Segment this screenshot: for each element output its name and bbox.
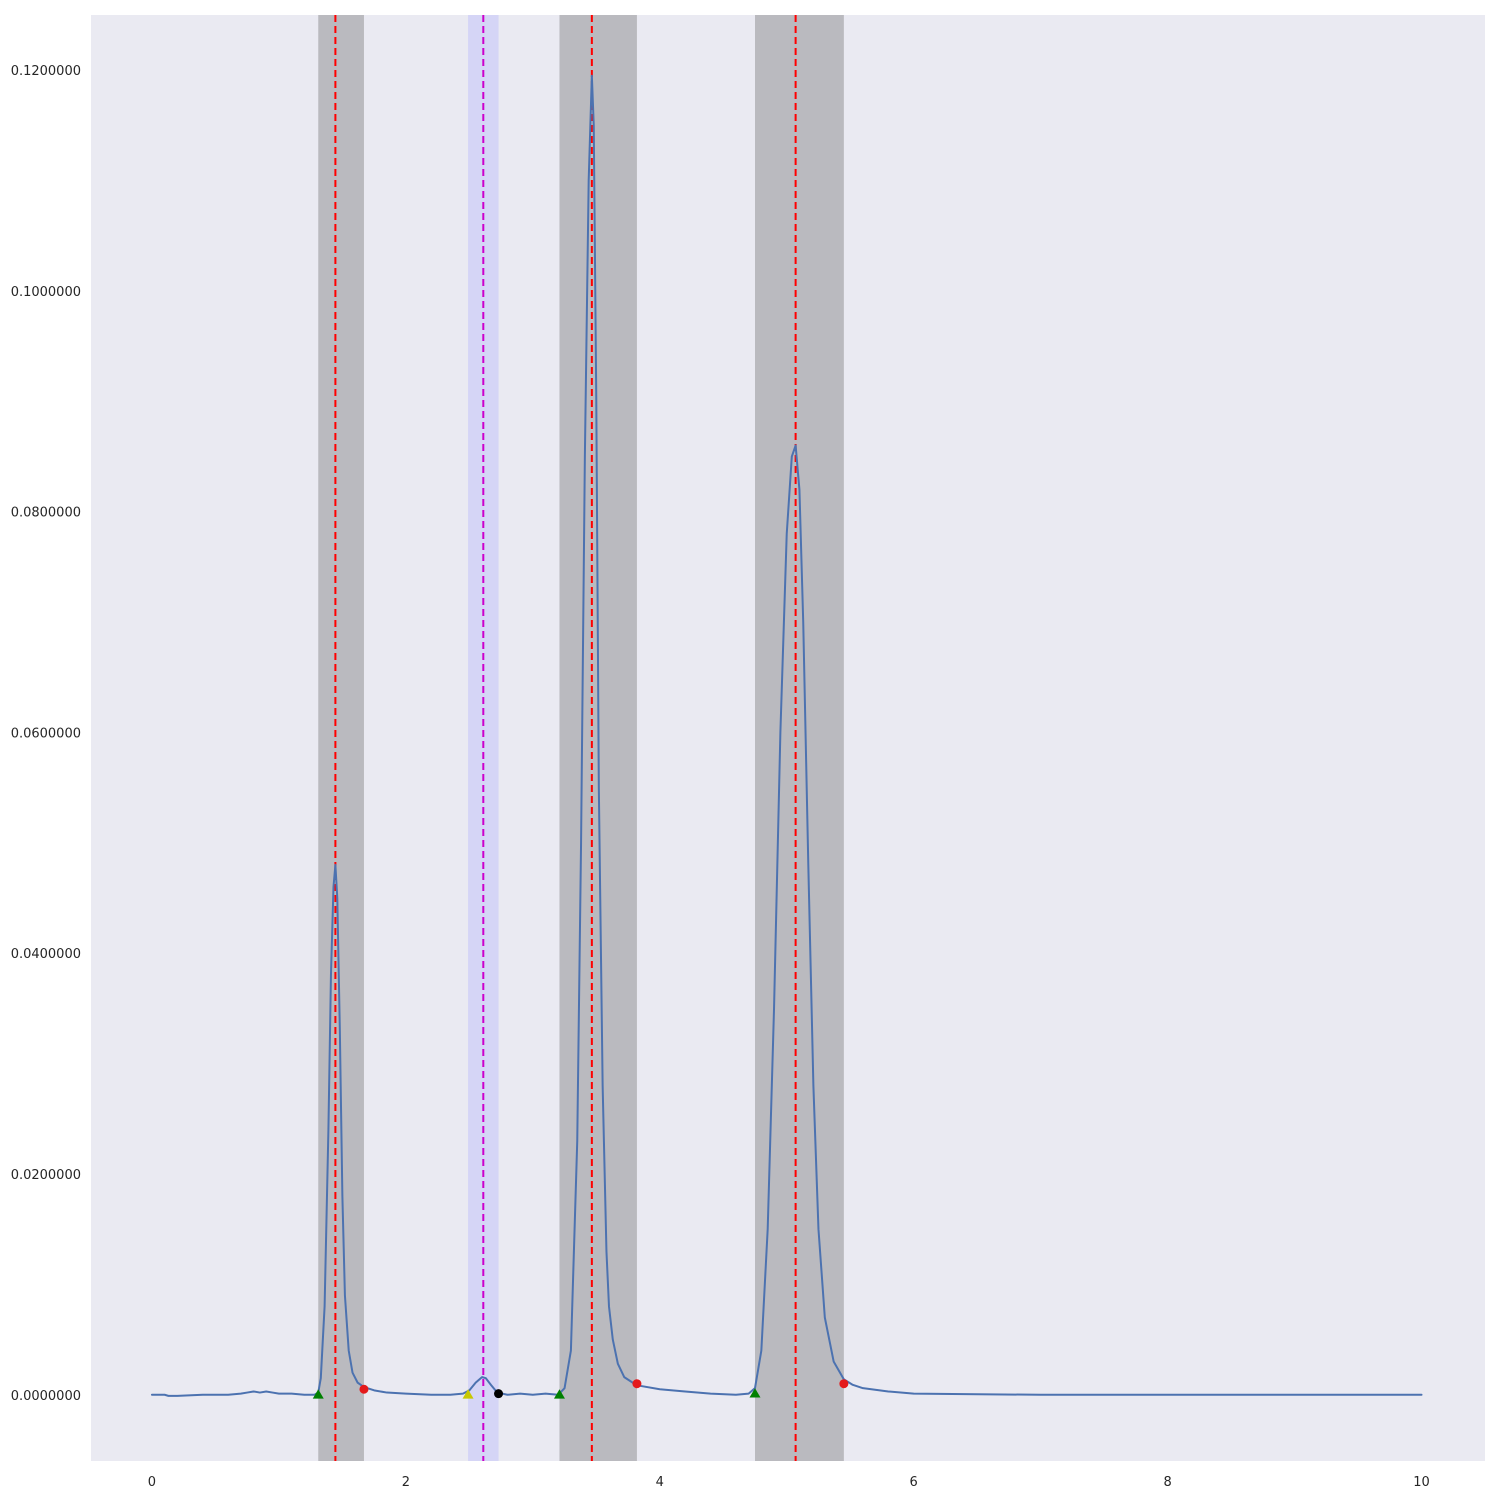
start-marker-7: [749, 1388, 761, 1398]
end-marker-6: [632, 1379, 642, 1389]
y-tick-label: 0.0600000: [11, 726, 81, 741]
y-tick-label: 0.0400000: [11, 947, 81, 962]
start-marker-1: [312, 1389, 324, 1399]
vertical-lines: [334, 15, 797, 1461]
shaded-region-2: [468, 15, 499, 1461]
x-tick-label: 6: [910, 1475, 918, 1490]
end-marker-8: [839, 1379, 849, 1389]
x-axis: 0 2 4 6 8 10: [148, 1475, 1430, 1490]
start-marker-3: [462, 1389, 474, 1399]
y-tick-label: 0.1000000: [11, 285, 81, 300]
end-marker-2: [359, 1384, 369, 1394]
y-tick-label: 0.0200000: [11, 1168, 81, 1183]
start-marker-5: [553, 1389, 565, 1399]
y-axis: 0.0000000 0.0200000 0.0400000 0.0600000 0.08…: [11, 64, 81, 1404]
end-marker-4: [494, 1389, 504, 1399]
x-tick-label: 10: [1413, 1475, 1430, 1490]
y-tick-label: 0.0000000: [11, 1389, 81, 1404]
x-tick-label: 0: [148, 1475, 156, 1490]
shaded-region-4: [754, 15, 844, 1461]
markers-group: [312, 1379, 849, 1399]
y-tick-label: 0.1200000: [11, 64, 81, 79]
plot-area: [91, 15, 1485, 1461]
x-tick-label: 2: [402, 1475, 410, 1490]
y-tick-label: 0.0800000: [11, 506, 81, 521]
x-tick-label: 4: [656, 1475, 664, 1490]
x-tick-label: 8: [1163, 1475, 1171, 1490]
